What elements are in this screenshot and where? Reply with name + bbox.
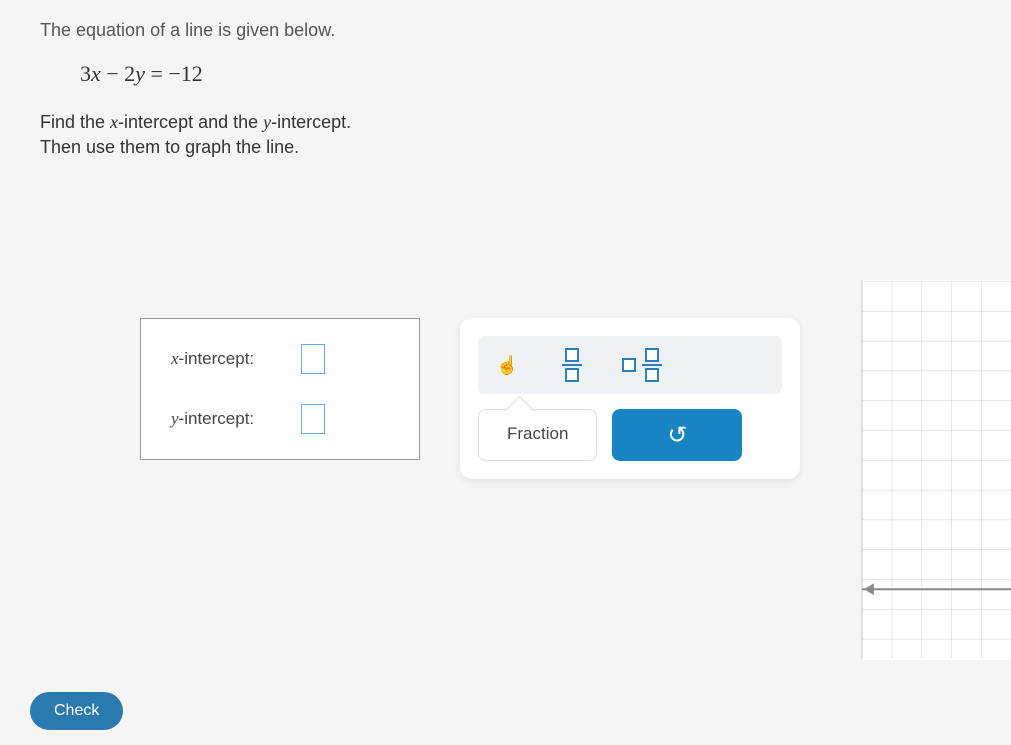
y-intercept-input[interactable] — [301, 404, 325, 434]
graph-grid — [862, 280, 1011, 660]
y-intercept-row: y-intercept: — [171, 404, 389, 434]
prompt-line-1: The equation of a line is given below. — [40, 20, 971, 41]
equation: 3x − 2y = −12 — [80, 61, 971, 87]
graph-area[interactable] — [861, 280, 1011, 660]
x-intercept-row: x-intercept: — [171, 344, 389, 374]
fraction-tab[interactable]: Fraction — [478, 409, 597, 461]
x-intercept-label: x-intercept: — [171, 349, 281, 369]
keypad-top-row: ☝ — [478, 336, 782, 394]
fraction-button[interactable] — [552, 344, 592, 386]
x-intercept-input[interactable] — [301, 344, 325, 374]
prompt-line-2: Find the x-intercept and the y-intercept… — [40, 112, 971, 133]
problem-area: The equation of a line is given below. 3… — [0, 0, 1011, 499]
cursor-icon: ☝ — [496, 355, 518, 376]
simple-fraction-button[interactable]: ☝ — [486, 351, 532, 380]
intercept-box: x-intercept: y-intercept: — [140, 318, 420, 460]
prompt-line-3: Then use them to graph the line. — [40, 137, 971, 158]
undo-button[interactable]: ↺ — [612, 409, 742, 461]
mixed-fraction-button[interactable] — [612, 344, 672, 386]
keypad-bottom-row: Fraction ↺ — [478, 409, 782, 461]
y-intercept-label: y-intercept: — [171, 409, 281, 429]
answer-section: x-intercept: y-intercept: ☝ — [140, 318, 971, 479]
check-button[interactable]: Check — [30, 692, 123, 730]
undo-icon: ↺ — [667, 421, 687, 450]
keypad-panel: ☝ Fraction — [460, 318, 800, 479]
